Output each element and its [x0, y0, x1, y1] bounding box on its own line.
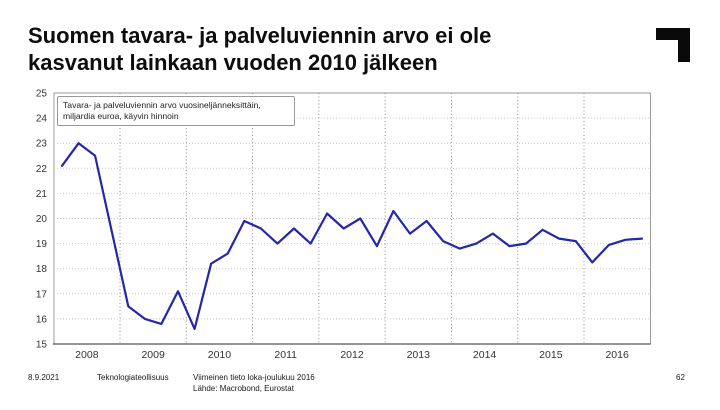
chart-annotation-box: Tavara- ja palveluviennin arvo vuosinelj…: [57, 96, 295, 127]
y-tick-label: 18: [36, 264, 48, 275]
x-tick-label: 2015: [539, 349, 563, 361]
footer-last-data-note: Viimeinen tieto loka-joulukuu 2016: [193, 373, 315, 382]
y-tick-label: 22: [36, 164, 48, 175]
x-tick-label: 2010: [208, 349, 232, 361]
chart-annotation-line-2: miljardia euroa, käyvin hinnoin: [63, 111, 179, 122]
x-tick-label: 2016: [605, 349, 629, 361]
y-tick-label: 19: [36, 239, 48, 250]
x-tick-label: 2011: [274, 349, 297, 361]
footer-organization: Teknologiateollisuus: [97, 373, 169, 382]
x-tick-label: 2014: [473, 349, 497, 361]
x-tick-label: 2013: [407, 349, 431, 361]
y-tick-label: 25: [36, 89, 48, 100]
y-tick-label: 20: [36, 214, 48, 225]
y-tick-label: 16: [36, 314, 48, 325]
x-tick-label: 2009: [141, 349, 165, 361]
page-title-line-1: Suomen tavara- ja palveluviennin arvo ei…: [28, 23, 492, 48]
series-line-export-value: [60, 142, 644, 330]
y-tick-label: 21: [36, 189, 48, 200]
footer-date: 8.9.2021: [28, 373, 60, 382]
footer-source-line: Lähde: Macrobond, Eurostat: [193, 383, 294, 393]
page-title-line-2: kasvanut lainkaan vuoden 2010 jälkeen: [28, 50, 438, 76]
y-tick-label: 15: [36, 340, 48, 351]
page-title: Suomen tavara- ja palveluviennin arvo ei…: [28, 22, 628, 77]
x-tick-label: 2008: [75, 349, 99, 361]
y-tick-label: 17: [36, 289, 48, 300]
teknologiateollisuus-logo-icon: [656, 28, 690, 62]
y-tick-label: 24: [36, 114, 48, 125]
logo-right-bar: [678, 28, 690, 62]
footer-source-note: Viimeinen tieto loka-joulukuu 2016 Lähde…: [193, 373, 315, 395]
footer-page-number: 62: [676, 373, 685, 382]
x-tick-label: 2012: [340, 349, 364, 361]
chart-annotation-line-1: Tavara- ja palveluviennin arvo vuosinelj…: [63, 100, 261, 110]
y-tick-label: 23: [36, 139, 48, 150]
